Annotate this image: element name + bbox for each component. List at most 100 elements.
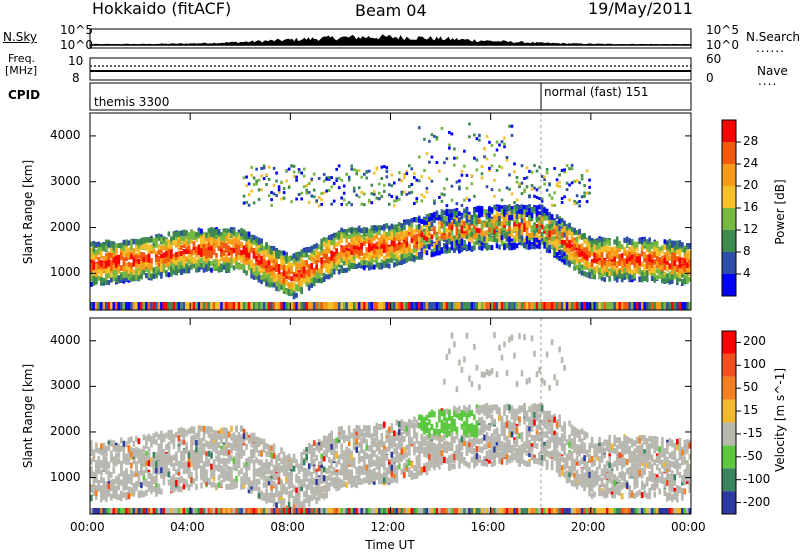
power-cell	[453, 235, 456, 241]
power-cell	[570, 255, 574, 261]
power-cell	[545, 167, 549, 171]
power-cell	[578, 244, 581, 250]
power-cell	[205, 242, 208, 248]
power-cell	[483, 243, 486, 249]
power-cell	[440, 233, 444, 239]
power-cell	[197, 228, 201, 233]
power-cell	[530, 302, 534, 310]
power-cell	[398, 235, 401, 241]
power-cell	[520, 302, 524, 310]
power-cell	[588, 235, 591, 241]
power-cell	[645, 244, 649, 249]
power-cell	[385, 223, 389, 229]
power-cell	[280, 250, 283, 256]
power-cell	[498, 212, 501, 218]
power-cell	[127, 275, 131, 281]
power-cell	[671, 269, 674, 275]
power-cell	[658, 270, 661, 275]
power-cell	[160, 258, 163, 264]
power-cell	[317, 269, 321, 275]
power-cell	[307, 247, 311, 253]
power-cell	[418, 179, 421, 183]
power-cell	[140, 242, 143, 248]
power-cell	[212, 265, 216, 271]
power-cell	[555, 241, 559, 247]
power-cell	[583, 252, 586, 258]
power-cell	[433, 201, 436, 205]
power-cell	[458, 233, 461, 239]
power-cell	[120, 255, 123, 261]
power-cell	[460, 302, 464, 310]
power-cell	[225, 228, 228, 234]
power-cell	[455, 180, 459, 184]
power-cell	[282, 259, 286, 265]
power-cell	[603, 245, 606, 251]
power-cell	[370, 261, 374, 267]
power-cell	[160, 270, 163, 276]
power-cell	[393, 227, 396, 233]
power-cell	[460, 204, 464, 207]
power-cell	[500, 230, 504, 236]
power-cell	[490, 222, 494, 228]
power-cell	[643, 241, 646, 247]
power-cell	[528, 244, 531, 250]
power-cell	[297, 281, 301, 287]
power-cell	[460, 233, 464, 239]
power-cell	[615, 274, 619, 280]
power-cell	[483, 209, 486, 215]
power-cell	[598, 302, 601, 310]
power-cell	[245, 302, 248, 310]
power-cell	[475, 236, 479, 242]
power-cell	[455, 221, 459, 227]
power-cell	[295, 268, 298, 274]
velocity-heatmap	[90, 332, 692, 514]
power-cell	[292, 261, 296, 267]
power-cell	[350, 228, 353, 234]
power-cell	[438, 245, 441, 251]
power-cell	[635, 242, 639, 248]
power-cell	[295, 277, 298, 283]
power-cell	[160, 237, 163, 243]
power-cell	[232, 248, 236, 254]
power-cell	[528, 210, 531, 216]
power-cell	[350, 203, 353, 207]
power-cell	[525, 302, 529, 310]
power-cell	[120, 302, 123, 310]
power-cell	[448, 217, 451, 223]
power-cell	[538, 234, 541, 240]
power-cell	[585, 263, 589, 269]
power-cell	[340, 238, 343, 244]
power-cell	[352, 189, 356, 193]
power-cell	[413, 255, 416, 261]
power-cell	[132, 275, 136, 281]
power-cell	[573, 202, 576, 206]
power-cell	[438, 220, 441, 226]
power-cell	[150, 244, 153, 250]
power-cell	[455, 233, 459, 239]
power-cell	[237, 245, 241, 250]
power-cell	[270, 191, 273, 195]
power-cell	[272, 302, 276, 310]
power-cell	[638, 256, 641, 262]
power-cell	[337, 176, 341, 180]
power-cell	[415, 197, 419, 201]
power-cell	[177, 236, 181, 242]
power-cell	[242, 254, 246, 260]
power-cell	[275, 278, 278, 284]
power-cell	[495, 302, 499, 310]
power-cell	[633, 257, 636, 263]
power-cell	[563, 302, 566, 310]
power-cell	[620, 257, 624, 263]
power-cell	[310, 253, 313, 259]
power-cell	[500, 302, 504, 310]
power-cell	[530, 225, 534, 231]
power-cell	[393, 224, 396, 230]
power-cell	[350, 237, 353, 243]
power-cell	[242, 230, 246, 236]
power-cell	[575, 255, 579, 261]
power-cell	[533, 244, 536, 250]
power-cell	[408, 220, 411, 226]
power-cell	[560, 222, 564, 228]
power-cell	[568, 198, 571, 202]
power-cell	[297, 257, 301, 263]
